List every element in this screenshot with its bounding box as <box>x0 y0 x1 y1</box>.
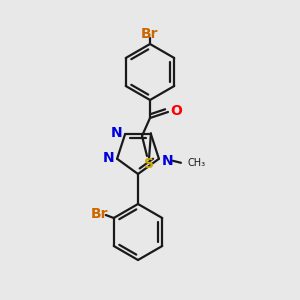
Text: N: N <box>162 154 174 168</box>
Text: S: S <box>144 157 154 171</box>
Text: Br: Br <box>141 27 159 41</box>
Text: N: N <box>110 126 122 140</box>
Text: N: N <box>102 151 114 165</box>
Text: O: O <box>170 104 182 118</box>
Text: CH₃: CH₃ <box>188 158 206 168</box>
Text: Br: Br <box>91 207 109 221</box>
